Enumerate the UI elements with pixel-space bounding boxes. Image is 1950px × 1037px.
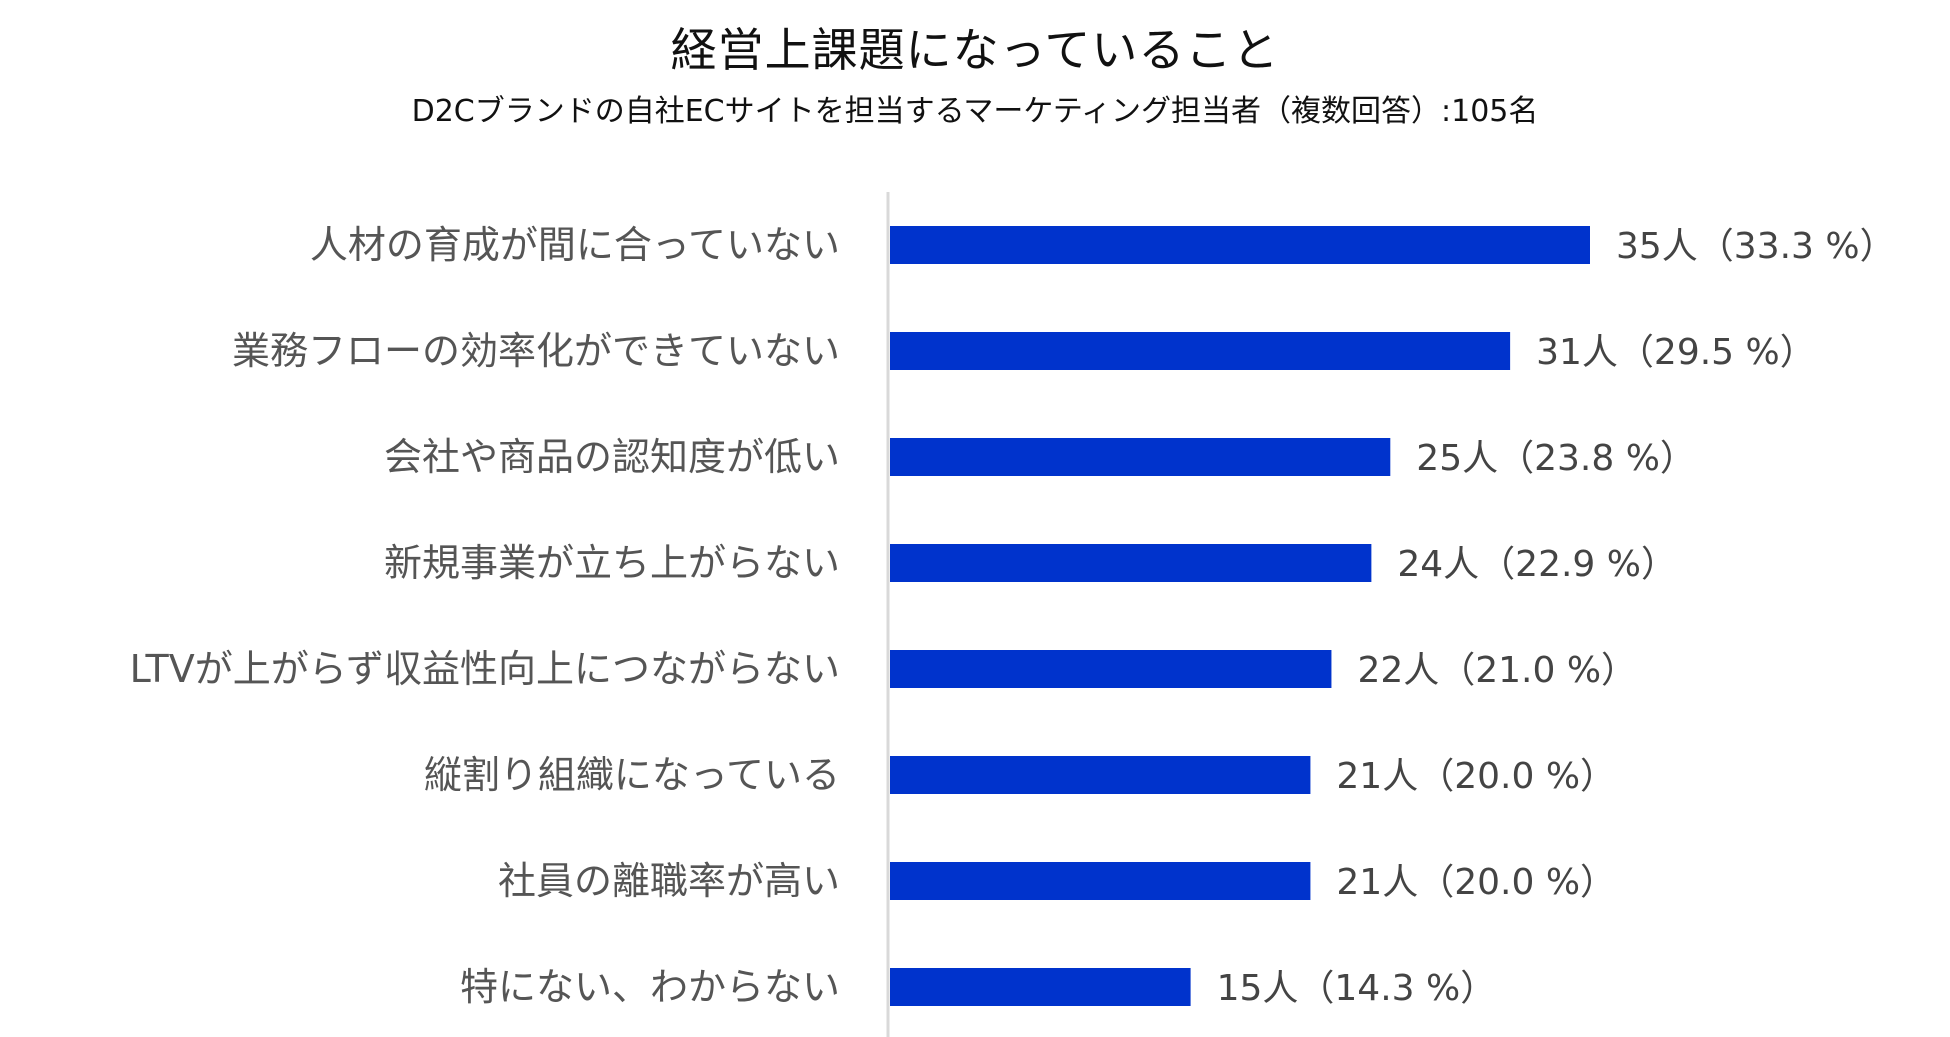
bar xyxy=(890,968,1191,1006)
data-label: 35人（33.3 %） xyxy=(1616,226,1896,267)
bar xyxy=(890,438,1391,476)
bar xyxy=(890,332,1511,370)
bar xyxy=(890,544,1372,582)
category-label: 新規事業が立ち上がらない xyxy=(384,541,840,585)
bar xyxy=(890,756,1311,794)
category-label: 社員の離職率が高い xyxy=(498,859,840,903)
chart-subtitle: D2Cブランドの自社ECサイトを担当するマーケティング担当者（複数回答）:105… xyxy=(411,94,1539,129)
data-label: 25人（23.8 %） xyxy=(1416,438,1696,479)
category-label: 会社や商品の認知度が低い xyxy=(384,435,840,479)
bar xyxy=(890,862,1311,900)
data-label: 15人（14.3 %） xyxy=(1217,968,1497,1009)
category-label: 縦割り組織になっている xyxy=(424,753,840,797)
chart-title: 経営上課題になっていること xyxy=(670,23,1280,77)
category-label: 人材の育成が間に合っていない xyxy=(310,223,840,267)
data-label: 22人（21.0 %） xyxy=(1357,650,1637,691)
category-label: 特にない、わからない xyxy=(460,965,840,1009)
category-label: LTVが上がらず収益性向上につながらない xyxy=(130,647,840,691)
data-label: 31人（29.5 %） xyxy=(1536,332,1816,373)
data-label: 21人（20.0 %） xyxy=(1336,862,1616,903)
bar xyxy=(890,650,1332,688)
bar xyxy=(890,226,1590,264)
category-label: 業務フローの効率化ができていない xyxy=(232,329,840,373)
data-label: 21人（20.0 %） xyxy=(1336,756,1616,797)
data-label: 24人（22.9 %） xyxy=(1397,544,1677,585)
